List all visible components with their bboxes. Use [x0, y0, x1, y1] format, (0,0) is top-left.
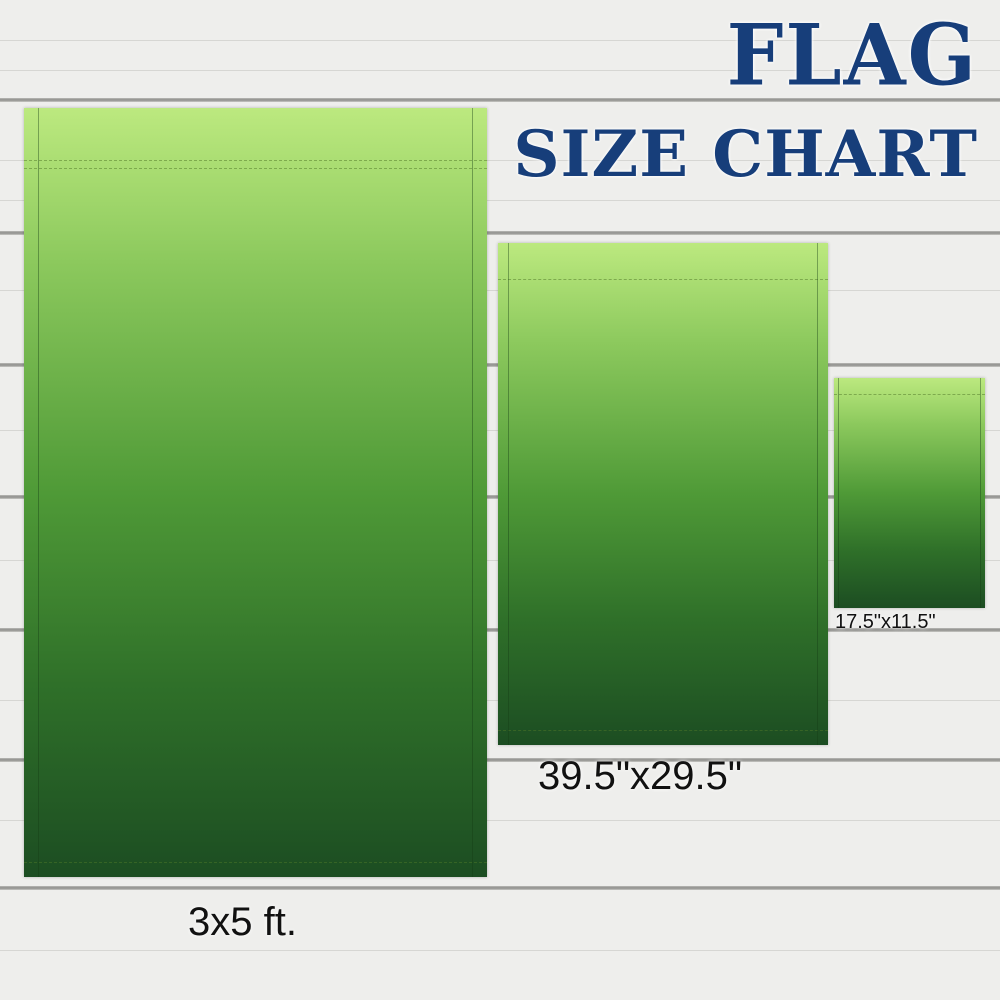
title-line-2: SIZE CHART — [513, 117, 978, 192]
plank-seam — [0, 758, 1000, 762]
flag-small-size-label: 17.5"x11.5" — [835, 611, 936, 633]
flag-medium — [498, 243, 828, 745]
flag-medium-size-label: 39.5"x29.5" — [538, 754, 743, 798]
flag-large — [24, 108, 487, 877]
flag-small — [834, 378, 985, 608]
title-line-1: FLAG — [726, 5, 978, 105]
flag-large-size-label: 3x5 ft. — [188, 900, 297, 944]
plank-seam — [0, 886, 1000, 890]
plank-seam — [0, 231, 1000, 235]
plank-seam — [0, 98, 1000, 102]
